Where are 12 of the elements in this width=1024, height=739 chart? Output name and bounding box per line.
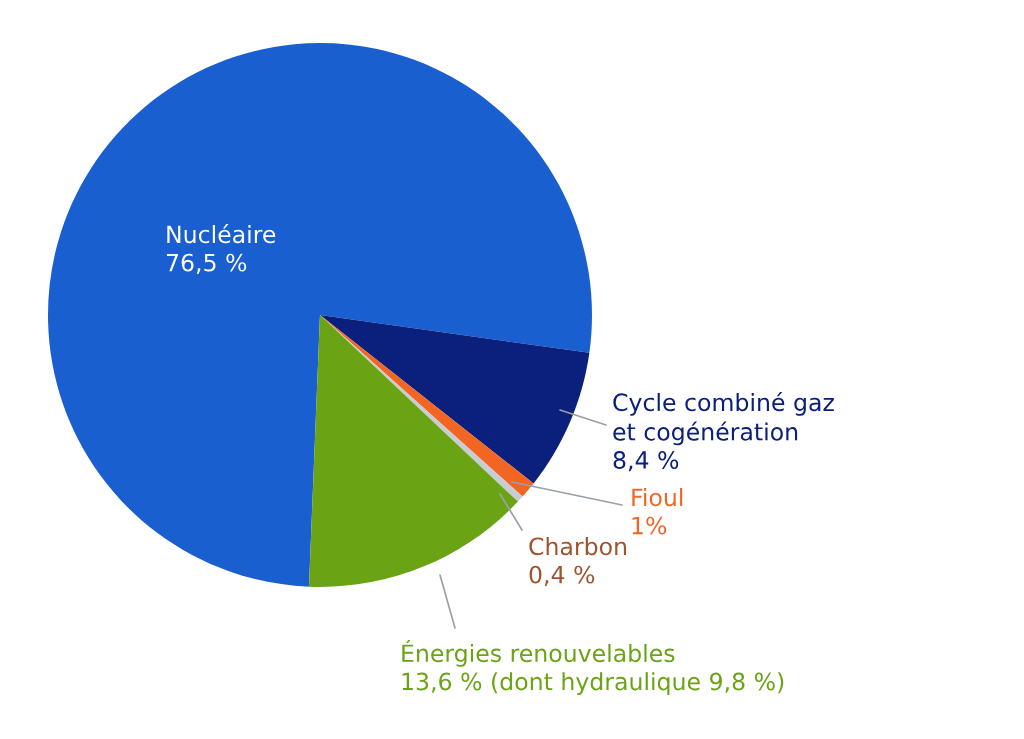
data-label: 1% [632,516,667,535]
data-label: 76,5 % [166,253,247,274]
slice-label: Cycle combiné gaz et cogénération [613,392,834,446]
data-label: 0,4 % [529,565,595,586]
pie-slice [320,315,590,484]
slice-label: Fioul [632,488,683,507]
data-label: 8,4 % [613,451,679,472]
data-label: 13,6 % (dont hydraulique 9,8 %) [402,672,784,695]
pie-slice [308,315,518,587]
slice-label: Nucléaire [167,224,276,244]
slice-label: Énergies renouvelables [402,640,675,667]
slice-label: Charbon [529,537,627,556]
